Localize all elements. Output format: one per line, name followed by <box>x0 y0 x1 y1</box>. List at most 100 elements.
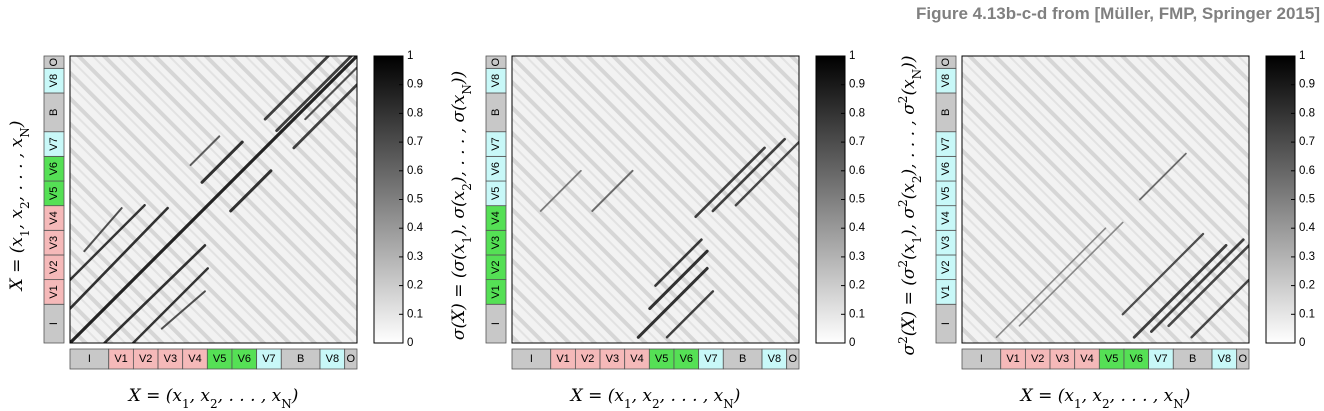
y-bar-label-v8: V8 <box>490 74 502 87</box>
y-bar-label-v1: V1 <box>490 285 502 298</box>
similarity-path-4 <box>1121 232 1205 316</box>
y-bar-label-v4: V4 <box>940 211 952 224</box>
x-axis-label: X = (x1, x2, . . . , xN) <box>1019 386 1191 411</box>
y-bar-segment-o <box>485 55 507 69</box>
x-bar-label-v1: V1 <box>556 353 569 365</box>
colorbar-tick-label: 0.2 <box>849 280 865 292</box>
similarity-path-8 <box>591 169 634 212</box>
similarity-path-10 <box>189 135 221 167</box>
y-bar-label-i: I <box>940 322 952 325</box>
y-bar-label-v2: V2 <box>490 261 502 274</box>
plot-frame <box>69 55 358 344</box>
x-bar-label-v5: V5 <box>1105 353 1118 365</box>
y-bar-label-v7: V7 <box>48 137 60 150</box>
similarity-path-6 <box>83 207 123 253</box>
y-bar-label-v5: V5 <box>490 187 502 200</box>
y-bar-label-v6: V6 <box>490 162 502 175</box>
similarity-path-8 <box>1139 152 1187 201</box>
similarity-path-2 <box>648 249 709 311</box>
similarity-path-6 <box>995 227 1107 339</box>
y-bar-label-v7: V7 <box>940 137 952 150</box>
colorbar-tick-label: 0.9 <box>1299 79 1315 91</box>
x-axis-label: X = (x1, x2, . . . , xN) <box>569 386 741 411</box>
colorbar-tick-label: 0 <box>407 337 413 349</box>
x-bar-label-v3: V3 <box>1056 353 1069 365</box>
colorbar-tick-label: 0.6 <box>1299 165 1315 177</box>
x-bar-label-v6: V6 <box>1130 353 1143 365</box>
y-bar-label-v8: V8 <box>940 74 952 87</box>
similarity-path-1 <box>70 56 357 343</box>
y-bar-label-v3: V3 <box>940 236 952 249</box>
x-bar-segment-o <box>1236 348 1250 370</box>
similarity-path-7 <box>734 140 799 207</box>
figure-caption: Figure 4.13b-c-d from [Müller, FMP, Spri… <box>916 4 1320 23</box>
x-bar-label-v7: V7 <box>1154 353 1167 365</box>
y-bar-label-o: O <box>490 57 502 66</box>
similarity-path-5 <box>131 267 209 343</box>
colorbar <box>815 55 846 344</box>
similarity-path-9 <box>229 169 273 213</box>
colorbar-tick-label: 0.4 <box>849 222 866 234</box>
x-bar-label-v2: V2 <box>139 353 152 365</box>
x-bar-label-v7: V7 <box>262 353 275 365</box>
colorbar-tick-label: 0.7 <box>407 136 423 148</box>
y-bar-label-v4: V4 <box>48 211 60 224</box>
x-bar-label-b: B <box>739 353 746 365</box>
y-bar-label-i: I <box>48 322 60 325</box>
colorbar-tick-label: 0.6 <box>849 165 865 177</box>
x-bar-label-b: B <box>1189 353 1196 365</box>
y-bar-label-b: B <box>48 109 60 116</box>
y-bar-label-v6: V6 <box>48 162 60 175</box>
colorbar-tick-label: 0.6 <box>407 165 423 177</box>
similarity-path-5 <box>694 146 766 219</box>
y-bar-label-v4: V4 <box>490 211 502 224</box>
similarity-path-7 <box>160 290 206 330</box>
colorbar-tick-label: 0.1 <box>849 308 865 320</box>
x-bar-label-v5: V5 <box>213 353 226 365</box>
colorbar-tick-label: 0.4 <box>1299 222 1316 234</box>
x-bar-label-i: I <box>88 353 91 365</box>
colorbar-tick-label: 1 <box>407 50 413 62</box>
similarity-path-3 <box>1167 244 1249 328</box>
colorbar-tick-label: 0.4 <box>407 222 424 234</box>
x-bar-label-v4: V4 <box>188 353 201 365</box>
colorbar-tick-label: 0.8 <box>1299 107 1315 119</box>
y-axis-label: σ2(X) = (σ2(x1), σ2(x2), . . . , σ2(xN)) <box>896 56 924 356</box>
x-bar-label-i: I <box>980 353 983 365</box>
colorbar-tick-label: 0.1 <box>407 308 423 320</box>
similarity-path-4 <box>103 244 207 343</box>
x-bar-label-o: O <box>789 353 798 365</box>
y-bar-label-v5: V5 <box>48 187 60 200</box>
x-bar-label-v3: V3 <box>164 353 177 365</box>
y-bar-label-i: I <box>490 322 502 325</box>
y-bar-label-v3: V3 <box>490 236 502 249</box>
similarity-path-1 <box>1132 244 1228 339</box>
y-axis-label: X = (x1, x2, . . . , xN) <box>7 121 32 293</box>
x-bar-label-o: O <box>347 353 356 365</box>
similarity-path-6 <box>711 137 786 213</box>
colorbar-tick-label: 0.9 <box>849 79 865 91</box>
similarity-path-3 <box>70 204 146 282</box>
x-bar-label-v7: V7 <box>704 353 717 365</box>
y-bar-label-v2: V2 <box>48 261 60 274</box>
colorbar-tick-label: 0.8 <box>849 107 865 119</box>
similarity-path-2 <box>70 206 169 310</box>
x-bar-label-i: I <box>530 353 533 365</box>
x-bar-label-b: B <box>297 353 304 365</box>
colorbar <box>373 55 404 344</box>
similarity-path-11 <box>263 56 330 121</box>
y-bar-label-v3: V3 <box>48 236 60 249</box>
colorbar-tick-label: 0.2 <box>1299 280 1315 292</box>
x-bar-label-o: O <box>1239 353 1248 365</box>
x-axis-label: X = (x1, x2, . . . , xN) <box>127 386 299 411</box>
y-axis-label: σ(X) = (σ(x1), σ(x2), . . . , σ(xN)) <box>449 71 474 340</box>
x-bar-label-v3: V3 <box>606 353 619 365</box>
similarity-path-2 <box>1150 238 1245 333</box>
plot-frame <box>961 55 1250 344</box>
y-bar-label-v2: V2 <box>940 261 952 274</box>
similarity-path-14 <box>304 66 357 121</box>
similarity-path-5 <box>1190 278 1249 339</box>
heatmap-matrix <box>962 56 1249 343</box>
similarity-path-9 <box>539 169 582 212</box>
